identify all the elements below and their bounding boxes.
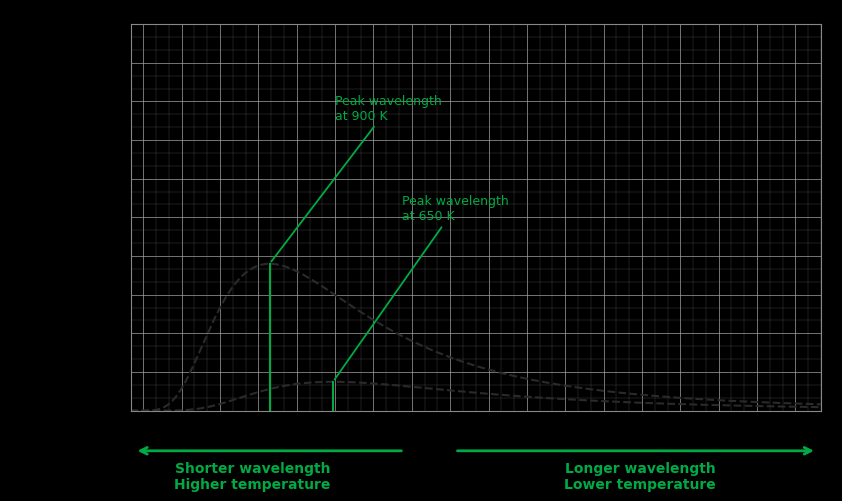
Text: Peak wavelength
at 650 K: Peak wavelength at 650 K: [334, 195, 509, 380]
Text: Shorter wavelength
Higher temperature: Shorter wavelength Higher temperature: [174, 461, 331, 491]
Text: Longer wavelength
Lower temperature: Longer wavelength Lower temperature: [564, 461, 716, 491]
Text: Peak wavelength
at 900 K: Peak wavelength at 900 K: [271, 95, 442, 262]
